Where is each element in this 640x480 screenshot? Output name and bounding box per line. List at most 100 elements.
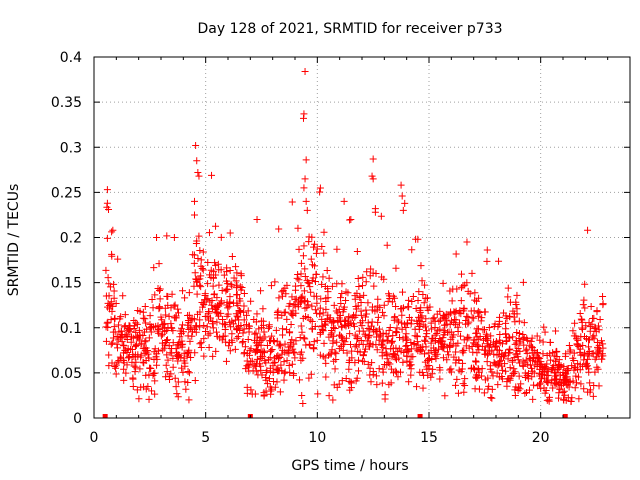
- data-point: [398, 311, 406, 319]
- data-point: [452, 307, 460, 315]
- data-point: [142, 319, 150, 327]
- data-point: [351, 343, 359, 351]
- data-point: [225, 339, 233, 347]
- data-point: [461, 375, 469, 383]
- data-point: [299, 114, 307, 122]
- data-point: [581, 349, 589, 357]
- data-point: [156, 295, 164, 303]
- data-point: [271, 278, 279, 286]
- data-point: [366, 272, 374, 280]
- data-point: [221, 332, 229, 340]
- data-point: [464, 287, 472, 295]
- data-point: [345, 365, 353, 373]
- data-point: [190, 282, 198, 290]
- data-point: [522, 389, 530, 397]
- data-point: [577, 380, 585, 388]
- data-point: [285, 302, 293, 310]
- data-point: [257, 287, 265, 295]
- data-point: [441, 392, 449, 400]
- data-point: [519, 278, 527, 286]
- data-point: [163, 232, 171, 240]
- data-point: [133, 320, 141, 328]
- data-point: [301, 175, 309, 183]
- data-point: [527, 337, 535, 345]
- data-point: [476, 308, 484, 316]
- data-point: [576, 366, 584, 374]
- data-point: [356, 348, 364, 356]
- data-point: [247, 357, 255, 365]
- data-point: [557, 379, 565, 387]
- data-point: [504, 355, 512, 363]
- data-point: [458, 347, 466, 355]
- data-point: [163, 368, 171, 376]
- data-point: [370, 328, 378, 336]
- data-point: [242, 365, 250, 373]
- data-point: [403, 348, 411, 356]
- data-point: [181, 359, 189, 367]
- data-point: [291, 302, 299, 310]
- data-point: [439, 344, 447, 352]
- data-point: [405, 296, 413, 304]
- data-point: [471, 289, 479, 297]
- data-point: [259, 305, 267, 313]
- data-point: [524, 375, 532, 383]
- data-point: [425, 355, 433, 363]
- data-point: [123, 335, 131, 343]
- data-point: [574, 336, 582, 344]
- data-point: [513, 291, 521, 299]
- data-point: [422, 327, 430, 335]
- data-point: [309, 274, 317, 282]
- data-point: [363, 310, 371, 318]
- data-point: [512, 300, 520, 308]
- data-point: [262, 376, 270, 384]
- data-point: [354, 367, 362, 375]
- data-point: [295, 245, 303, 253]
- data-point: [310, 338, 318, 346]
- data-point: [169, 363, 177, 371]
- data-point: [371, 208, 379, 216]
- data-point: [185, 369, 193, 377]
- data-point: [320, 339, 328, 347]
- data-point: [120, 376, 128, 384]
- data-point: [319, 273, 327, 281]
- data-point: [419, 291, 427, 299]
- data-point: [299, 252, 307, 260]
- data-point: [441, 340, 449, 348]
- data-point: [301, 272, 309, 280]
- data-point: [286, 369, 294, 377]
- data-point: [347, 378, 355, 386]
- gap-marker: [102, 414, 108, 418]
- data-point: [554, 366, 562, 374]
- data-point: [316, 184, 324, 192]
- data-point: [316, 304, 324, 312]
- data-point: [359, 317, 367, 325]
- data-point: [305, 233, 313, 241]
- gap-marker: [562, 414, 568, 418]
- axis-ticks: [93, 56, 630, 419]
- data-point: [301, 304, 309, 312]
- data-point: [244, 336, 252, 344]
- data-point: [102, 323, 110, 331]
- data-point: [419, 343, 427, 351]
- data-point: [135, 395, 143, 403]
- data-point: [282, 290, 290, 298]
- data-point: [332, 307, 340, 315]
- data-point: [543, 351, 551, 359]
- data-point: [571, 364, 579, 372]
- data-point: [584, 226, 592, 234]
- data-point: [297, 282, 305, 290]
- data-point: [226, 300, 234, 308]
- data-point: [400, 349, 408, 357]
- data-point: [145, 334, 153, 342]
- data-point: [397, 368, 405, 376]
- data-point: [125, 322, 133, 330]
- data-point: [570, 349, 578, 357]
- data-point: [204, 307, 212, 315]
- data-point: [512, 350, 520, 358]
- data-point: [188, 332, 196, 340]
- data-point: [461, 281, 469, 289]
- data-point: [209, 282, 217, 290]
- data-point: [216, 300, 224, 308]
- data-point: [247, 345, 255, 353]
- data-point: [223, 268, 231, 276]
